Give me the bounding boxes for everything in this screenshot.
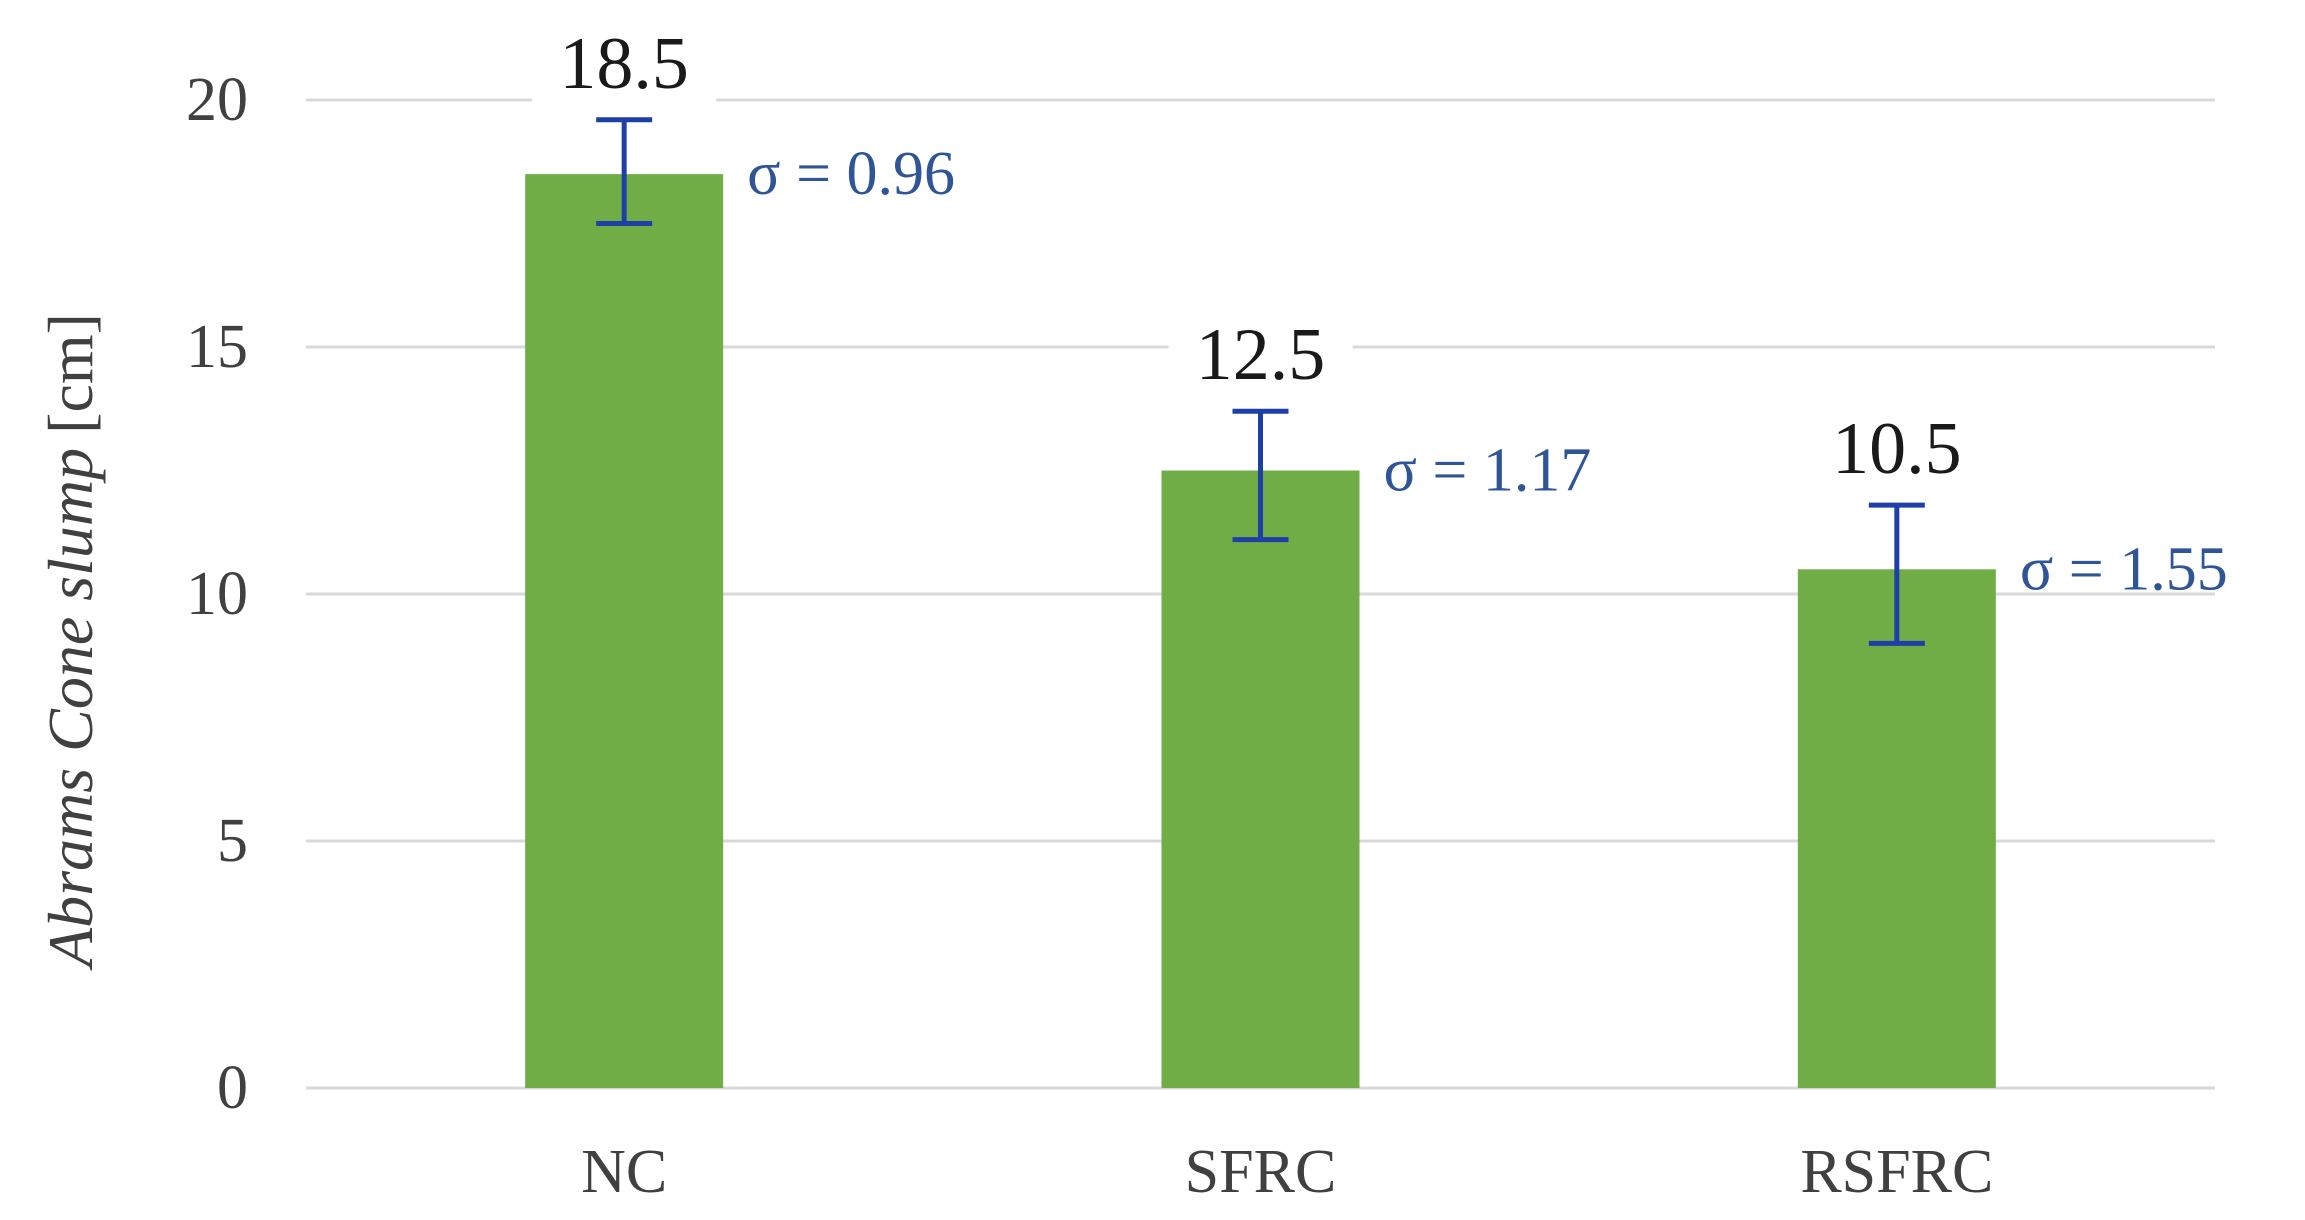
category-label-rsfrc: RSFRC (1800, 1138, 1993, 1206)
y-axis-title: Abrams Cone slump [cm] (35, 313, 106, 971)
value-label: 18.5 (559, 23, 689, 105)
error-bars (596, 117, 1925, 646)
y-tick-label: 5 (217, 807, 248, 875)
value-label: 12.5 (1196, 314, 1326, 396)
value-label: 10.5 (1832, 408, 1962, 490)
value-label-background (1804, 407, 1989, 490)
sigma-label: σ = 0.96 (747, 140, 955, 208)
y-tick-label: 10 (186, 560, 248, 628)
bar-sfrc (1161, 470, 1360, 1088)
y-tick-label: 0 (217, 1054, 248, 1122)
y-tick-label: 15 (186, 313, 248, 381)
y-axis-ticks: 0 5 10 15 20 (186, 66, 248, 1122)
bars (525, 174, 1996, 1089)
bar-nc (525, 174, 724, 1089)
x-axis-categories: NC SFRC RSFRC (581, 1138, 1993, 1206)
category-label-nc: NC (581, 1138, 667, 1206)
y-tick-label: 20 (186, 66, 248, 134)
sigma-label: σ = 1.17 (1384, 437, 1592, 505)
category-label-sfrc: SFRC (1185, 1138, 1337, 1206)
y-axis-title-unit: [cm] (35, 313, 106, 434)
value-label-background (532, 21, 717, 104)
sigma-label: σ = 1.55 (2020, 535, 2228, 603)
value-label-background (1168, 313, 1353, 396)
y-axis-title-main: Abrams Cone slump (35, 448, 106, 971)
bar-rsfrc (1797, 569, 1996, 1088)
data-labels: 18.5 σ = 0.96 12.5 σ = 1.17 10.5 σ = 1.55 (532, 21, 2228, 603)
